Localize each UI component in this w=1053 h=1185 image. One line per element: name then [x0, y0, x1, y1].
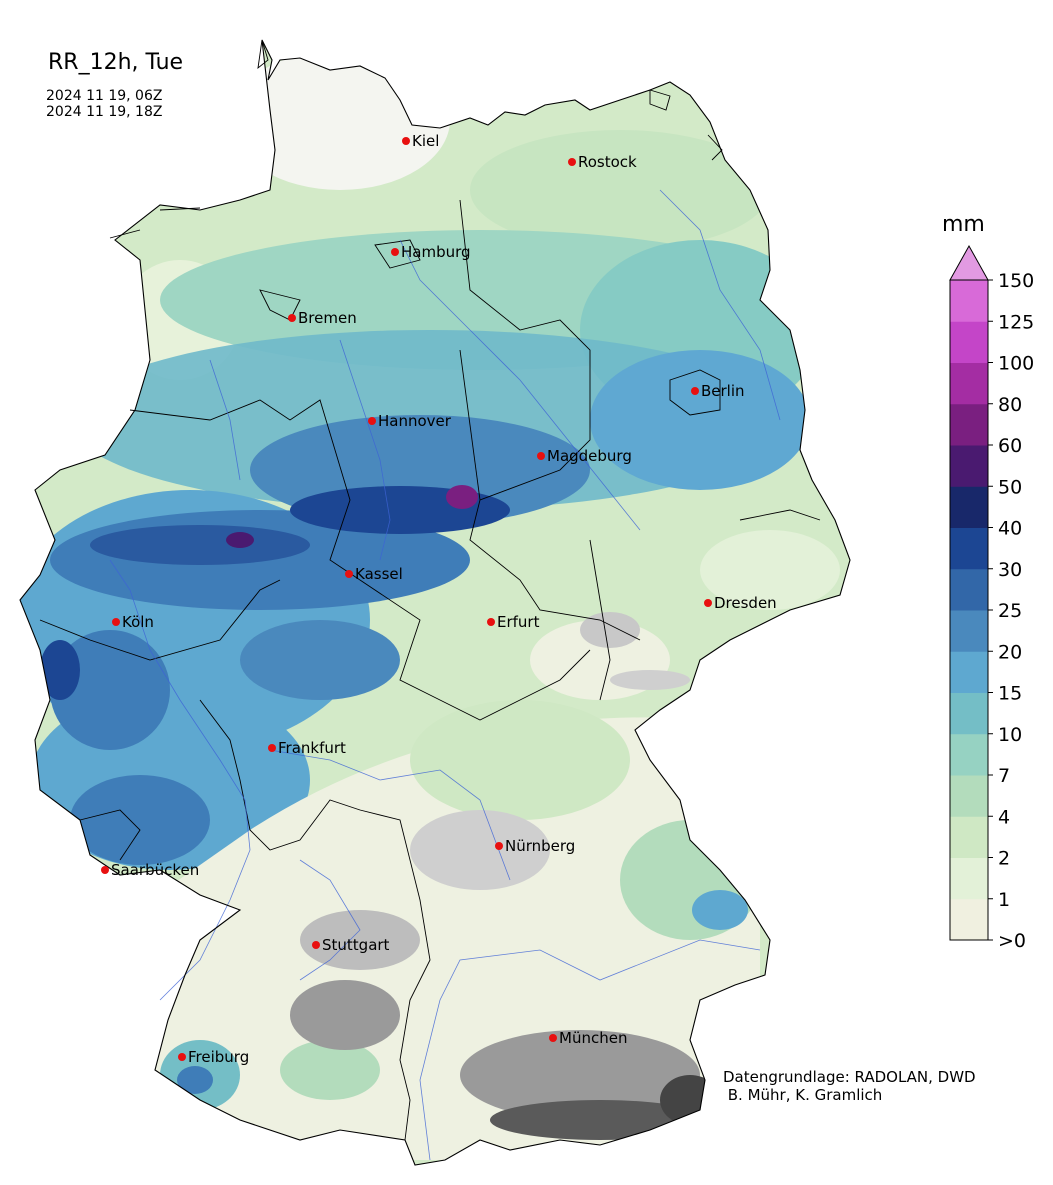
colorbar-tick-label: 30	[998, 559, 1022, 581]
colorbar-tick-label: 4	[998, 806, 1010, 828]
colorbar-tick-label: 100	[998, 353, 1034, 375]
city-dot	[537, 452, 545, 460]
city-dot	[178, 1053, 186, 1061]
credit-source: Datengrundlage: RADOLAN, DWD	[723, 1068, 976, 1086]
city-dot	[391, 248, 399, 256]
city-dot	[268, 744, 276, 752]
colorbar-segment	[950, 527, 988, 570]
colorbar-tick-label: 15	[998, 683, 1022, 705]
city-label: Nürnberg	[505, 837, 575, 855]
city-dot	[101, 866, 109, 874]
city-dot	[368, 417, 376, 425]
city-dot	[312, 941, 320, 949]
colorbar-tick-label: 25	[998, 600, 1022, 622]
colorbar-tick-label: 150	[998, 270, 1034, 292]
city-label: Hannover	[378, 412, 452, 430]
colorbar-tick-label: 2	[998, 848, 1010, 870]
city-label: Bremen	[298, 309, 357, 327]
city-dot	[288, 314, 296, 322]
colorbar-segment	[950, 775, 988, 817]
city-marker: Freiburg	[178, 1048, 249, 1066]
credit-authors: B. Mühr, K. Gramlich	[723, 1086, 883, 1104]
city-label: Kassel	[355, 565, 403, 583]
city-marker: Kiel	[402, 132, 439, 150]
city-label: Saarbücken	[111, 861, 199, 879]
city-dot	[487, 618, 495, 626]
city-marker: Dresden	[704, 594, 777, 612]
city-marker: Erfurt	[487, 613, 540, 631]
city-dot	[704, 599, 712, 607]
rivers	[109, 189, 781, 1161]
colorbar-tick-label: 1	[998, 889, 1010, 911]
colorbar-extend-triangle	[949, 244, 989, 281]
colorbar-segment	[950, 857, 988, 900]
city-label: Kiel	[412, 132, 439, 150]
colorbar-tick-label: 50	[998, 476, 1022, 498]
city-marker: Rostock	[568, 153, 637, 171]
colorbar-segment	[950, 280, 988, 322]
city-label: Rostock	[578, 153, 637, 171]
map-title: RR_12h, Tue	[48, 50, 184, 75]
colorbar-segment	[950, 362, 988, 405]
city-dot	[568, 158, 576, 166]
city-marker: Bremen	[288, 309, 357, 327]
city-marker: Köln	[112, 613, 154, 631]
islands	[109, 39, 723, 239]
city-label: München	[559, 1029, 627, 1047]
city-label: Frankfurt	[278, 739, 346, 757]
city-marker: Frankfurt	[268, 739, 346, 757]
cities-layer: Kiel Rostock Hamburg Bremen Berlin Hannover Ma…	[101, 132, 777, 1066]
colorbar-tick-label: 40	[998, 518, 1022, 540]
city-marker: Nürnberg	[495, 837, 575, 855]
city-marker: Stuttgart	[312, 936, 390, 954]
colorbar-segment	[950, 610, 988, 652]
city-label: Köln	[122, 613, 154, 631]
city-label: Freiburg	[188, 1048, 249, 1066]
city-label: Stuttgart	[322, 936, 390, 954]
colorbar-segment	[950, 816, 988, 858]
city-marker: Magdeburg	[537, 447, 632, 465]
city-marker: Hamburg	[391, 243, 471, 261]
colorbar-segment	[950, 733, 988, 776]
colorbar-segment	[950, 445, 988, 487]
colorbar-unit: mm	[942, 212, 985, 237]
colorbar-segment	[950, 486, 988, 528]
city-marker: Kassel	[345, 565, 403, 583]
city-dot	[549, 1034, 557, 1042]
colorbar-tick-label: 7	[998, 765, 1010, 787]
colorbar-segment	[950, 898, 988, 941]
city-label: Dresden	[714, 594, 777, 612]
colorbar-segment	[950, 651, 988, 693]
colorbar-segment	[950, 403, 988, 446]
precip-field	[20, 50, 840, 1160]
colorbar-segment	[950, 692, 988, 735]
colorbar-segment	[950, 321, 988, 363]
colorbar-tick-label: 20	[998, 641, 1022, 663]
city-dot	[495, 842, 503, 850]
city-dot	[691, 387, 699, 395]
city-label: Magdeburg	[547, 447, 632, 465]
city-label: Berlin	[701, 382, 745, 400]
colorbar-tick-label: 80	[998, 394, 1022, 416]
colorbar-segment	[950, 568, 988, 611]
city-marker: München	[549, 1029, 627, 1047]
colorbar-tick-label: 10	[998, 724, 1022, 746]
city-marker: Hannover	[368, 412, 452, 430]
city-dot	[345, 570, 353, 578]
city-marker: Saarbücken	[101, 861, 199, 879]
colorbar-tick-label: 125	[998, 311, 1034, 333]
colorbar-tick-label: 60	[998, 435, 1022, 457]
city-dot	[402, 137, 410, 145]
period-start: 2024 11 19, 06Z	[46, 88, 163, 104]
city-dot	[112, 618, 120, 626]
city-marker: Berlin	[691, 382, 745, 400]
colorbar: >0 1 2 4 7 10 15 20 25 30 40 50 60 80 100 125 150	[949, 244, 1034, 952]
city-label: Erfurt	[497, 613, 540, 631]
colorbar-tick-label: >0	[998, 930, 1026, 952]
period-end: 2024 11 19, 18Z	[46, 104, 163, 120]
city-label: Hamburg	[401, 243, 471, 261]
